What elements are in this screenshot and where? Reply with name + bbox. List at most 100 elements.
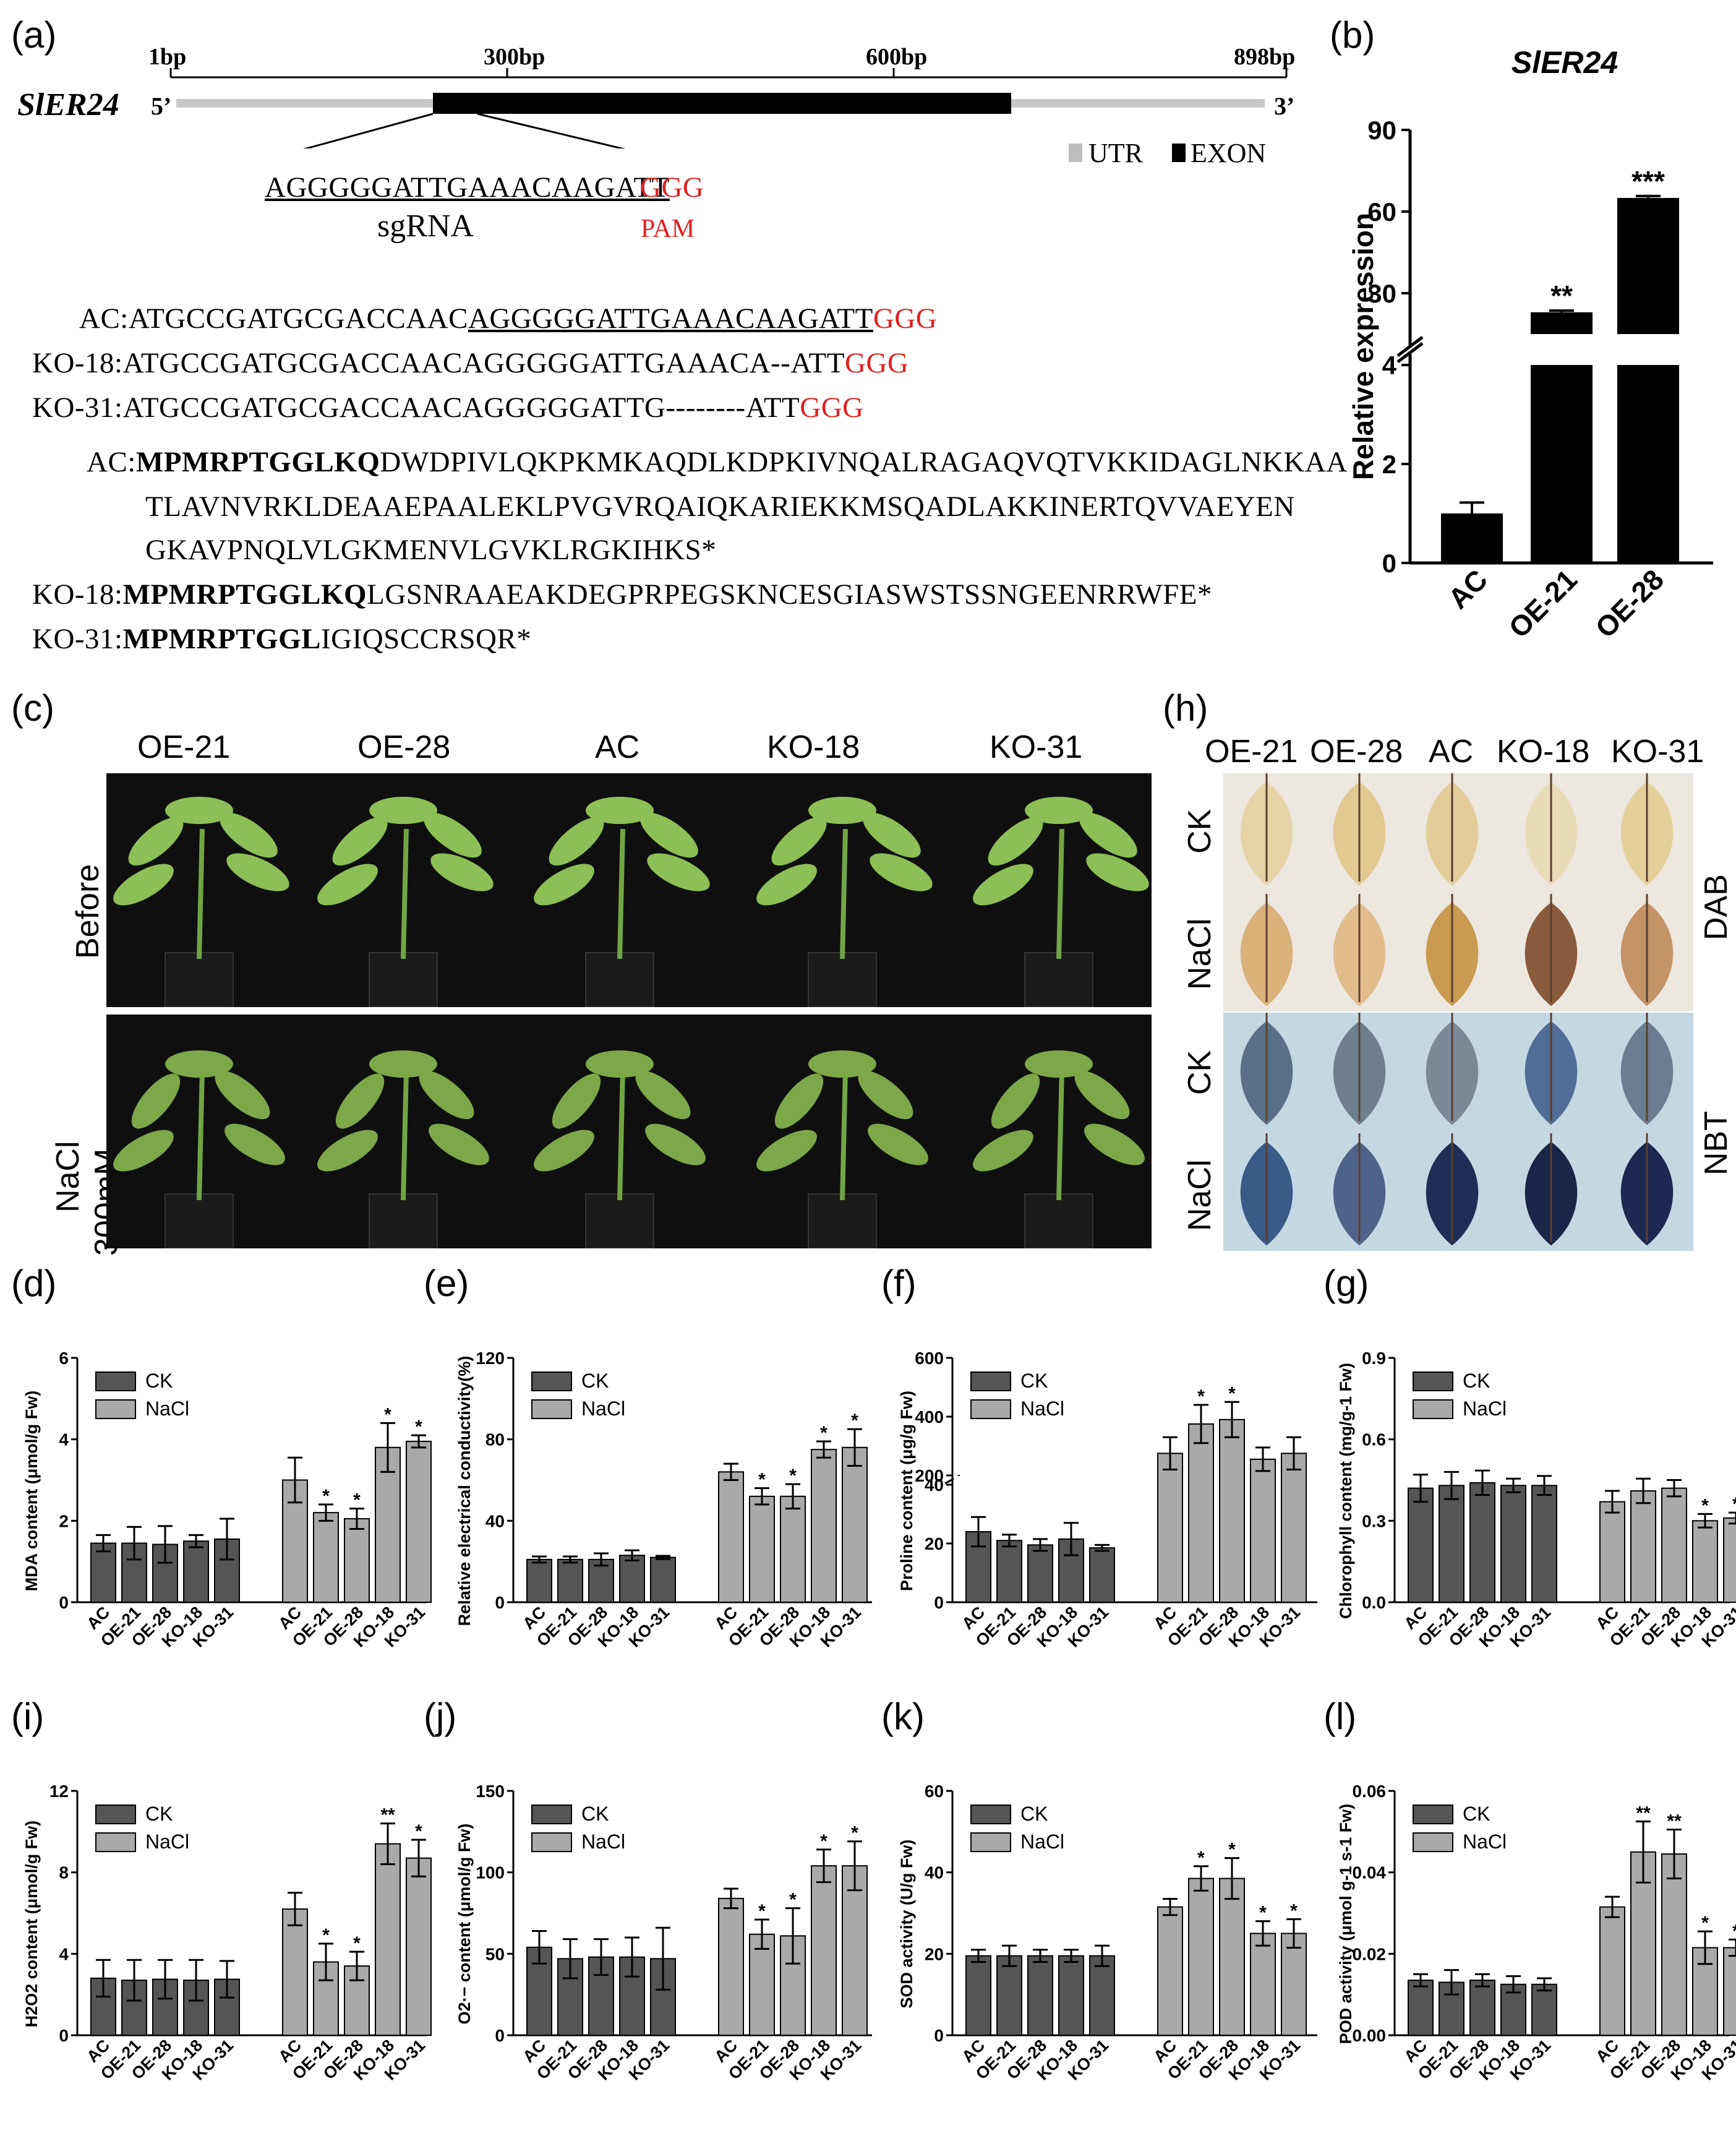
bar [1469,1482,1495,1603]
dna-row-ac: AC:ATGCCGATGCGACCAACAGGGGGATTGAAACAAGATT… [79,302,937,335]
legend-swatch-ck [1413,1371,1453,1391]
three-prime-label: 3’ [1274,92,1295,120]
plant-stem [1056,1070,1064,1201]
legend-label-nacl: NaCl [1020,1830,1064,1853]
bar [557,1558,583,1603]
col-label: KO-31 [1611,734,1704,770]
significance-marker: * [1290,1900,1298,1921]
y-axis-label: POD activity (μmol g-1 s-1 Fw) [1336,1804,1355,2045]
legend-label-nacl: NaCl [581,1830,625,1853]
protein-rest: TLAVNVRKLDEAAEPAALEKLPVGVRQAIQKARIEKKMSQ… [145,491,1295,523]
bar [1281,1933,1307,2036]
plant-leaf [647,853,710,891]
plant-leaf [988,817,1043,866]
y-tick-label: 6 [59,1349,69,1368]
plant-leaf [991,1073,1040,1129]
plant-leaf [419,1070,474,1120]
significance-marker: * [384,1404,391,1425]
bar [1219,1878,1245,2036]
y-tick-label: 8 [59,1863,69,1882]
plant-leaf [756,864,817,906]
legend-swatch-ck [970,1371,1011,1391]
bar [996,1955,1022,2036]
utr-legend-swatch [1069,144,1082,162]
plant-leaf [1079,812,1137,858]
y-tick-label: 0 [59,2026,69,2045]
dna-pam: GGG [844,347,909,379]
y-tick-label: 0 [59,1593,69,1612]
plant-pot [369,1193,438,1248]
bar [1599,1906,1625,2036]
legend-swatch-ck [95,1805,136,1824]
bar [1219,1418,1245,1603]
y-tick-label: 0 [1382,549,1396,578]
significance-marker: * [820,1831,827,1852]
plant-pot [585,952,654,1007]
bar [313,1512,339,1603]
y-tick-label: 40 [485,1511,505,1530]
plant-leaf [1025,1050,1093,1078]
panel-h-label: (h) [1163,687,1208,729]
plant-leaf [771,817,827,866]
significance-marker: * [322,1925,330,1946]
protein-row-name: KO-18: [32,578,123,611]
col-label: OE-21 [1205,734,1298,770]
plant-stem [617,1070,625,1201]
legend-swatch-nacl [1413,1399,1453,1419]
plant-leaf [870,853,933,891]
x-tick-label: OE-21 [1502,563,1583,644]
plant-leaf [165,1050,233,1078]
plant-leaf [113,1130,174,1172]
x-tick-label: OE-28 [1589,563,1670,644]
bar [1469,1980,1495,2036]
bar [1188,1878,1214,2036]
bar [811,1449,837,1603]
bar [749,1495,775,1603]
zoom-line-right [477,113,626,148]
bar [811,1865,837,2036]
y-tick-label: 60 [925,1782,944,1801]
plant-leaf [552,1073,601,1129]
bar [1692,1520,1718,1603]
legend-swatch-nacl [970,1832,1011,1852]
plant-stem [840,1070,848,1201]
plant-stem [840,828,848,959]
bar [1723,1517,1736,1603]
bar [1661,1853,1687,2036]
panel-g-label: (g) [1323,1263,1369,1304]
y-tick-label: 2 [59,1511,69,1530]
bar [1281,1453,1307,1603]
significance-marker: * [1197,1386,1205,1407]
plant-leaf [215,1070,270,1120]
plant-leaf [424,812,482,858]
bar [1531,1485,1557,1603]
legend-swatch-ck [531,1805,572,1824]
dab-stain-photo [1223,773,1693,1011]
dna-row-name: KO-18: [32,347,123,379]
plant-pot [1024,1193,1093,1248]
significance-marker: * [789,1466,797,1486]
bar [718,1897,744,2036]
protein-row-ac-3: GKAVPNQLVLGKMENVLGVKLRGKIHKS* [145,533,716,567]
plant-leaf [317,1130,378,1172]
y-tick-label: 0.3 [1362,1511,1386,1530]
legend-swatch-ck [95,1371,136,1391]
legend-swatch-ck [531,1371,572,1391]
significance-marker: * [1732,1494,1736,1514]
col-label: KO-18 [767,729,860,765]
mda-chart: MDA content (μmol/g Fw)0246CKNaClACOE-21… [22,1349,432,1650]
panel-f-label: (f) [881,1263,917,1304]
plant-leaf [635,1070,691,1120]
y-tick-label: 50 [485,1944,505,1963]
plant-leaf [332,817,388,866]
significance-marker: * [851,1823,858,1843]
plant-leaf [808,1050,876,1078]
utr-legend-label: UTR [1088,138,1143,168]
axis-break-mark [1396,336,1424,357]
y-tick-label: 40 [925,1475,944,1495]
y-tick-label: 0 [495,2026,505,2045]
legend-label-nacl: NaCl [1463,1830,1507,1853]
protein-conserved: MPMRPTGGLKQ [122,578,367,611]
legend-label-ck: CK [1463,1803,1490,1825]
plant-leaf [534,1130,594,1172]
